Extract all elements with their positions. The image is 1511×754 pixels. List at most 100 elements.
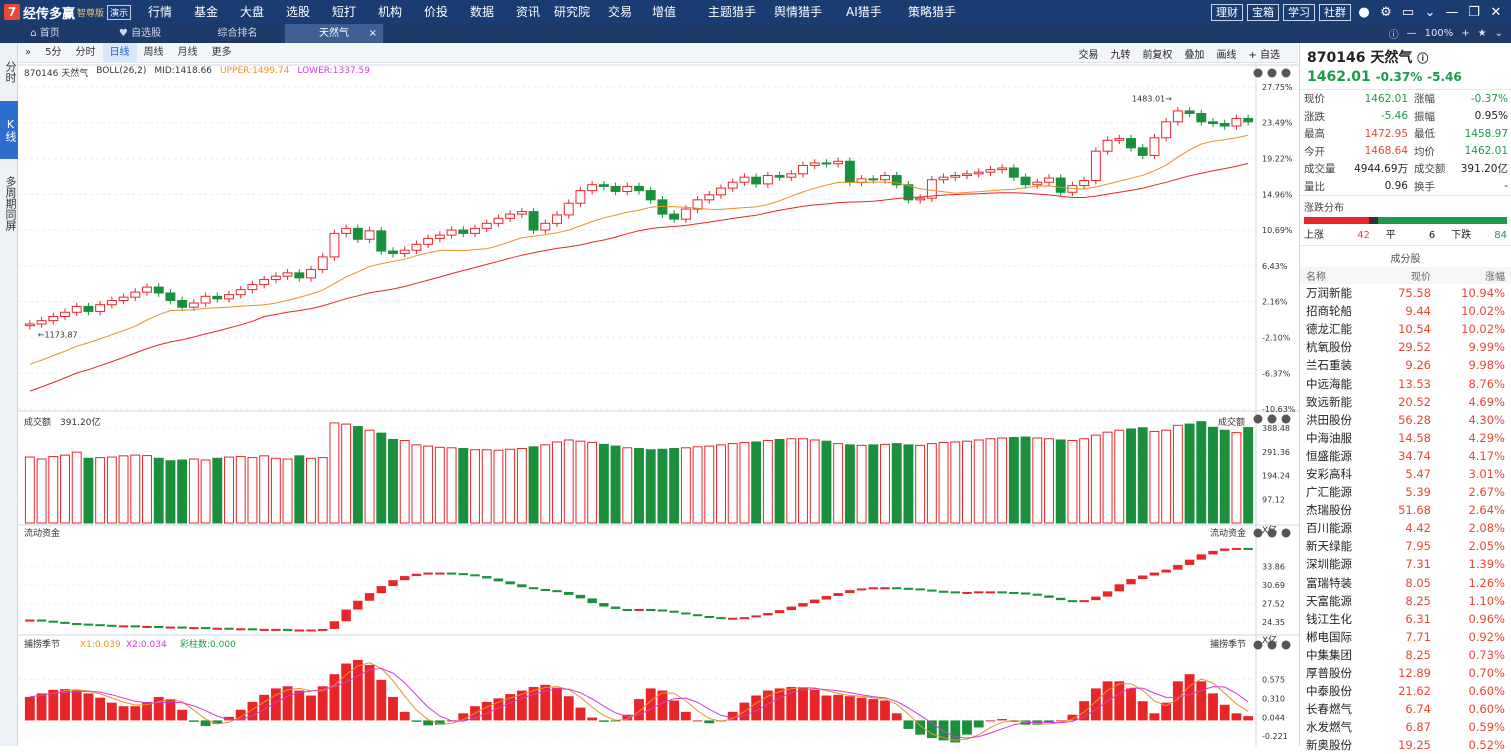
menu-item-5[interactable]: 机构 (378, 5, 403, 19)
component-price: 29.52 (1398, 340, 1431, 355)
component-row[interactable]: 新天绿能 7.95 2.05% (1300, 537, 1511, 555)
candle-body (481, 222, 492, 229)
menu-item-9[interactable]: 研究院 (554, 5, 591, 19)
zoom-out-icon[interactable]: — (1406, 28, 1417, 39)
toolbar-right-5[interactable]: + 自选 (1248, 49, 1280, 61)
gear-icon[interactable]: ⚙ (1380, 4, 1392, 20)
boll-params[interactable]: BOLL(26,2) (96, 66, 147, 76)
menu-item-7[interactable]: 数据 (470, 5, 495, 19)
toolbar-right-1[interactable]: 九转 (1110, 49, 1131, 61)
toolbar-right-2[interactable]: 前复权 (1142, 49, 1173, 61)
component-row[interactable]: 万润新能 75.58 10.94% (1300, 284, 1511, 302)
component-name: 招商轮船 (1306, 304, 1352, 319)
component-row[interactable]: 长春燃气 6.74 0.60% (1300, 700, 1511, 718)
season-bar (598, 720, 609, 722)
component-row[interactable]: 郴电国际 7.71 0.92% (1300, 628, 1511, 646)
menu-item-11[interactable]: 增值 (652, 5, 677, 19)
left-nav-item-0[interactable]: 分时 (4, 61, 17, 83)
component-row[interactable]: 新奥股份 19.25 0.52% (1300, 736, 1511, 754)
chevron-down-icon[interactable]: ⌄ (1424, 4, 1436, 20)
component-row[interactable]: 富瑞特装 8.05 1.26% (1300, 574, 1511, 592)
component-row[interactable]: 洪田股份 56.28 4.30% (1300, 411, 1511, 429)
period-3[interactable]: 周线 (143, 46, 164, 58)
window-icon[interactable]: ▭ (1401, 4, 1415, 20)
col-pct[interactable]: 涨幅 (1485, 272, 1505, 283)
zoom-in-icon[interactable]: + (1461, 28, 1470, 39)
close-icon[interactable]: ✕ (1490, 4, 1502, 20)
component-row[interactable]: 德龙汇能 10.54 10.02% (1300, 320, 1511, 338)
menu-item-12[interactable]: 主题猎手 (708, 5, 757, 19)
period-4[interactable]: 月线 (177, 46, 198, 58)
component-row[interactable]: 广汇能源 5.39 2.67% (1300, 483, 1511, 501)
season-bar (177, 709, 188, 721)
component-row[interactable]: 恒盛能源 34.74 4.17% (1300, 447, 1511, 465)
restore-icon[interactable]: ❐ (1468, 4, 1480, 20)
tab-2[interactable]: 综合排名 (190, 24, 285, 43)
component-row[interactable]: 中集集团 8.25 0.73% (1300, 646, 1511, 664)
star-icon[interactable]: ★ (1477, 28, 1487, 39)
period-2[interactable]: 日线 (102, 42, 137, 63)
candle-body (903, 184, 914, 201)
component-row[interactable]: 厚普股份 12.89 0.70% (1300, 664, 1511, 682)
menu-item-14[interactable]: AI猎手 (846, 5, 882, 19)
left-nav-item-1[interactable]: K线 (0, 101, 18, 159)
component-row[interactable]: 中海油服 14.58 4.29% (1300, 429, 1511, 447)
candle-body (505, 213, 516, 219)
col-name[interactable]: 名称 (1306, 272, 1326, 283)
component-row[interactable]: 钱江生化 6.31 0.96% (1300, 610, 1511, 628)
component-row[interactable]: 杰瑞股份 51.68 2.64% (1300, 501, 1511, 519)
component-row[interactable]: 中远海能 13.53 8.76% (1300, 374, 1511, 392)
menu-item-10[interactable]: 交易 (608, 5, 633, 19)
shequn-button[interactable]: 社群 (1319, 3, 1351, 21)
menu-item-13[interactable]: 舆情猎手 (774, 5, 823, 19)
menu-item-15[interactable]: 策略猎手 (908, 5, 957, 19)
top-bar: 7 经传多赢 智尊版 演示 行情 基金 大盘 选股 短打 机构 价投 数据 资讯 研究院 交易 增值 主… (0, 0, 1511, 24)
component-row[interactable]: 招商轮船 9.44 10.02% (1300, 302, 1511, 320)
component-row[interactable]: 致远新能 20.52 4.69% (1300, 393, 1511, 411)
menu-item-3[interactable]: 选股 (286, 5, 311, 19)
period-5[interactable]: 更多 (211, 46, 232, 58)
component-row[interactable]: 百川能源 4.42 2.08% (1300, 519, 1511, 537)
toolbar-right-3[interactable]: 叠加 (1184, 49, 1205, 61)
tab-1[interactable]: ♥ 自选股 (90, 24, 190, 43)
menu-item-1[interactable]: 基金 (194, 5, 219, 19)
app-logo[interactable]: 7 经传多赢 智尊版 演示 (0, 3, 140, 22)
component-row[interactable]: 水发燃气 6.87 0.59% (1300, 718, 1511, 736)
component-name: 中集集团 (1306, 647, 1352, 662)
component-row[interactable]: 安彩高科 5.47 3.01% (1300, 465, 1511, 483)
info-icon[interactable]: ⓘ (1388, 30, 1399, 41)
baoxiang-button[interactable]: 宝箱 (1247, 3, 1279, 21)
component-row[interactable]: 天富能源 8.25 1.10% (1300, 592, 1511, 610)
candle-body (95, 304, 106, 312)
xuexi-button[interactable]: 学习 (1283, 3, 1315, 21)
component-row[interactable]: 兰石重装 9.26 9.98% (1300, 356, 1511, 374)
fund-bar (1138, 575, 1148, 580)
component-row[interactable]: 深圳能源 7.31 1.39% (1300, 555, 1511, 573)
component-row[interactable]: 杭氧股份 29.52 9.99% (1300, 338, 1511, 356)
menu-item-0[interactable]: 行情 (148, 5, 173, 19)
minimize-icon[interactable]: — (1445, 4, 1459, 20)
menu-item-2[interactable]: 大盘 (240, 5, 265, 19)
info-circle-icon[interactable]: ⓘ (1417, 52, 1429, 65)
user-icon[interactable]: ● (1358, 4, 1370, 20)
tab-menu-chevron-icon[interactable]: ⌄ (1494, 28, 1503, 39)
collapse-icon[interactable]: » (25, 46, 32, 58)
component-pct: 0.73% (1468, 647, 1505, 662)
tab-close-icon[interactable]: × (368, 28, 377, 39)
tab-0[interactable]: ⌂ 首页 (0, 24, 90, 43)
col-price[interactable]: 现价 (1411, 272, 1431, 283)
component-row[interactable]: 中泰股份 21.62 0.60% (1300, 682, 1511, 700)
main-menu: 行情 基金 大盘 选股 短打 机构 价投 数据 资讯 研究院 交易 增值 主题猎手 舆情猎手 AI猎手 策略猎… (140, 0, 957, 24)
left-nav-item-2[interactable]: 多周期同屏 (4, 175, 17, 231)
volume-bar (95, 457, 106, 524)
period-0[interactable]: 5分 (45, 46, 62, 58)
menu-item-8[interactable]: 资讯 (516, 5, 541, 19)
period-1[interactable]: 分时 (75, 46, 96, 58)
toolbar-right-0[interactable]: 交易 (1078, 49, 1099, 61)
menu-item-4[interactable]: 短打 (332, 5, 357, 19)
menu-item-6[interactable]: 价投 (424, 5, 449, 19)
season-bar (1008, 720, 1019, 722)
licai-button[interactable]: 理财 (1211, 3, 1243, 21)
toolbar-right-4[interactable]: 画线 (1216, 49, 1237, 61)
tab-3[interactable]: 天然气 × (285, 24, 383, 43)
